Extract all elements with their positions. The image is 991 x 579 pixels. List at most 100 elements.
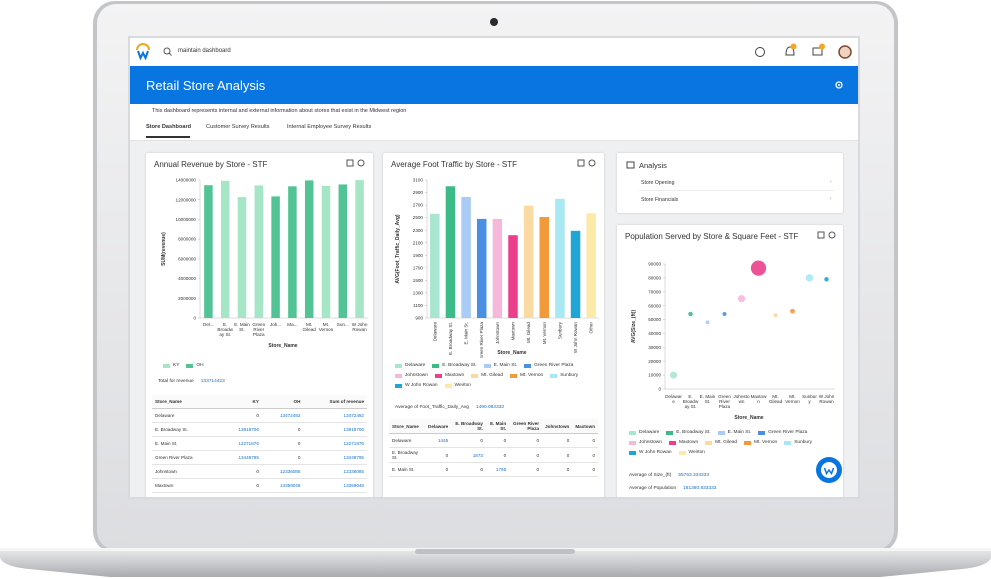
legend-swatch (678, 450, 686, 455)
legend-swatch (705, 440, 713, 445)
y-axis-title: AVG(Size_(ft)) (631, 310, 637, 344)
chat-icon[interactable] (755, 47, 765, 57)
analysis-item[interactable]: Store Opening (641, 180, 675, 186)
legend-swatch (666, 430, 674, 435)
legend-item: Delaware (629, 430, 659, 435)
y-tick-label: 1700 (413, 265, 424, 270)
logo-w[interactable] (137, 50, 149, 61)
legend-swatch (444, 383, 452, 388)
panel-title: Annual Revenue by Store - STF (154, 160, 268, 169)
tab[interactable]: Store Dashboard (146, 124, 192, 130)
analysis-item[interactable]: Store Financials (641, 197, 679, 203)
bar (570, 230, 581, 318)
table-header: Maxtown (572, 419, 598, 434)
legend-item: Green River Plaza (524, 363, 573, 368)
table-icon[interactable] (346, 159, 354, 167)
table-cell: 0 (485, 433, 510, 448)
gear-icon[interactable] (588, 159, 596, 167)
bar (430, 213, 440, 318)
y-tick-label: 2500 (413, 215, 424, 220)
legend-label: Maxtown (678, 440, 699, 445)
legend-label: E. Broadway St. (676, 430, 711, 435)
y-tick-label: 30000 (648, 345, 661, 350)
table-cell: 0 (451, 462, 486, 477)
assistant-logo (823, 467, 835, 476)
settings-icon[interactable] (834, 80, 844, 90)
table-cell: 13448795 (220, 450, 262, 465)
legend-label: E. Broadway St. (442, 363, 477, 368)
legend-label: Mt. Vernon (520, 373, 544, 378)
table-cell: 0 (572, 433, 598, 448)
legend-swatch (395, 383, 402, 388)
table-cell: 0 (572, 447, 598, 463)
tab[interactable]: Internal Employee Survey Results (287, 124, 372, 130)
legend-label: Johnstown (405, 373, 428, 378)
legend-label: Delaware (405, 363, 426, 368)
table-icon[interactable] (577, 159, 585, 167)
table-cell: Mt. Gilead (152, 492, 221, 497)
y-axis-title: SUM(revenue) (161, 232, 167, 266)
inbox-icon[interactable] (812, 47, 823, 56)
legend-item: W John Rowan (629, 450, 672, 455)
traffic-panel: Average Foot Traffic by Store - STF 900 1… (383, 153, 604, 497)
gear-icon[interactable] (828, 231, 836, 239)
table-row: Mt. Gilead01395905913959059 (152, 492, 367, 497)
table-header-row: Store_Name Delaware E. Broadway St. E. Main… (389, 419, 598, 434)
y-tick-label: 14000000 (176, 178, 197, 183)
chart: 0 2000000 4000000 6000000 8000000 10000000 120… (161, 178, 368, 349)
logo-arc[interactable] (136, 43, 150, 51)
camera (490, 18, 498, 26)
summary-label: Average of Size_(ft) (629, 473, 672, 478)
bar (476, 218, 487, 318)
bar (338, 184, 348, 318)
legend-label: OH (196, 363, 204, 368)
y-axis-title: AVG(Foot_Traffic_Daily_Avg) (395, 214, 401, 284)
gear-icon[interactable] (357, 159, 365, 167)
bar (555, 198, 565, 318)
y-tick-label: 40000 (648, 331, 661, 336)
tab[interactable]: Customer Survey Results (206, 124, 270, 130)
bell-icon[interactable] (785, 46, 795, 56)
search-text[interactable]: maintain dashboard (178, 48, 231, 54)
table-cell: 0 (542, 447, 573, 463)
y-tick-label: 1100 (413, 303, 423, 308)
bubble (669, 371, 678, 379)
legend-item: Maxtown (434, 373, 464, 378)
legend-label: E. Main St. (727, 430, 752, 435)
table-cell: 0 (509, 462, 543, 477)
search-icon[interactable] (163, 47, 171, 55)
table-cell: 0 (572, 462, 598, 477)
x-tick-label: Mt. Gilead (526, 322, 531, 343)
legend-label: Mt. Gilead (481, 373, 504, 378)
x-tick-label: W John Rowan (573, 322, 578, 354)
table-icon[interactable] (817, 231, 825, 239)
bar (271, 196, 280, 318)
legend-item: E. Main St. (483, 363, 517, 368)
table-row: E. Broadway St. 0 1873 0 0 0 0 (389, 447, 598, 463)
avatar[interactable] (838, 45, 852, 59)
legend-label: W John Rowan (639, 450, 672, 455)
x-tick-label: Mt. Vernon (542, 322, 547, 345)
summary: Average of Foot_Traffic_Daily_Avg 1490.08… (395, 405, 504, 410)
table-header: Johnstown (542, 419, 573, 434)
summary: Average of Population 161360.833333 (629, 486, 716, 491)
assistant-button[interactable] (815, 456, 843, 484)
analysis-panel: Analysis Store Opening › Store Financial… (617, 153, 843, 213)
table-cell: 12271876 (220, 436, 262, 451)
legend-label: W John Rowan (405, 383, 438, 388)
table-cell: Maxtown (152, 478, 221, 493)
legend-swatch (432, 363, 440, 368)
panel-tools[interactable] (577, 159, 599, 168)
analysis-icon (626, 161, 635, 169)
legend-item: Sunbury (784, 440, 812, 445)
top-bar: maintain dashboard (130, 38, 858, 67)
legend-swatch (744, 440, 752, 445)
legend-label: Sunbury (794, 440, 813, 445)
bar (586, 213, 596, 318)
table-cell: 12336085 (303, 464, 367, 479)
bubble (705, 320, 710, 325)
panel-tools[interactable] (817, 231, 839, 240)
y-tick-label: 1500 (413, 278, 424, 283)
table-cell: 13472492 (303, 408, 367, 423)
panel-tools[interactable] (346, 159, 368, 168)
